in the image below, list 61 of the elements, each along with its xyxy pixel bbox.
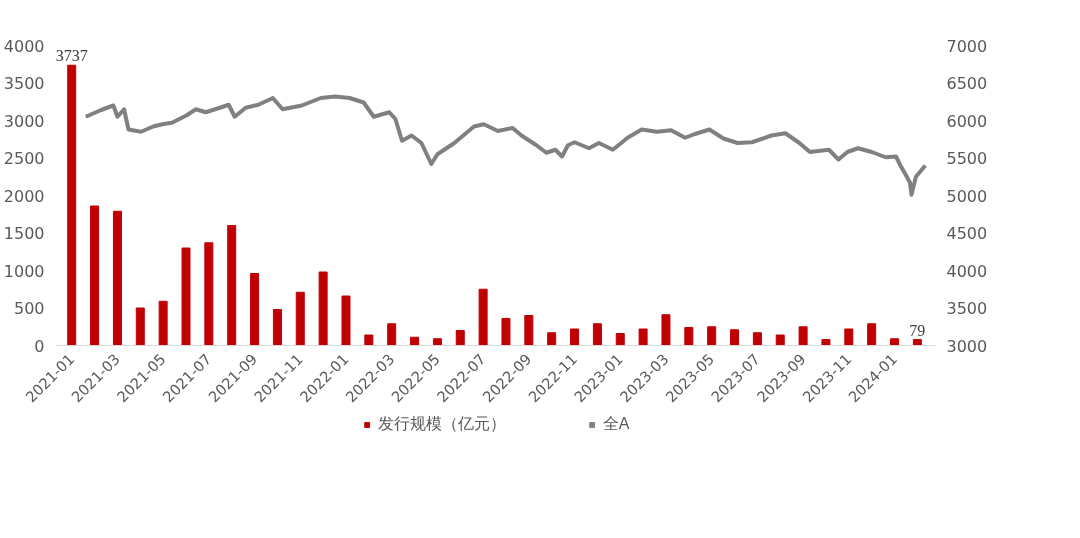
bar: [752, 332, 762, 346]
bar: [730, 329, 740, 346]
bar: [890, 338, 900, 346]
bar: [615, 333, 625, 346]
bar: [638, 328, 648, 346]
line-series: [83, 94, 928, 197]
y2-tick-label: 6500: [946, 74, 988, 93]
bar: [295, 291, 305, 346]
y-tick-label: 2000: [3, 186, 45, 206]
bar: [341, 295, 351, 346]
bar: [432, 338, 442, 346]
bar: [318, 271, 328, 346]
bar: [775, 334, 785, 346]
bar: [272, 309, 282, 346]
y2-tick-label: 5500: [946, 149, 988, 168]
bar: [912, 339, 922, 346]
bar: [158, 300, 168, 346]
bar: [204, 242, 214, 346]
bar: [181, 247, 191, 346]
bar: [135, 307, 145, 346]
bar: [821, 339, 831, 346]
bar: [547, 332, 557, 346]
bar: [478, 288, 488, 346]
data-label: 3737: [55, 47, 88, 65]
data-label: 79: [909, 321, 926, 339]
y2-tick-label: 4000: [946, 261, 988, 281]
bar: [844, 328, 854, 346]
bar: [867, 323, 877, 346]
y2-tick-label: 4500: [946, 224, 988, 243]
bar: [387, 323, 397, 346]
y-tick-label: 1500: [3, 224, 45, 243]
bar: [90, 205, 100, 346]
bar: [570, 328, 580, 346]
bar: [592, 323, 602, 346]
y-tick-label: 3000: [3, 111, 45, 131]
bar: [661, 314, 671, 346]
y-tick-label: 0: [34, 336, 45, 356]
bar: [67, 64, 77, 346]
bar: [250, 273, 260, 346]
y-tick-label: 4000: [3, 36, 45, 56]
bar: [707, 326, 717, 346]
y2-tick-label: 5000: [946, 186, 988, 206]
bar: [524, 315, 534, 346]
bar: [501, 318, 511, 346]
legend-label: 全A: [602, 413, 630, 434]
y2-tick-label: 6000: [946, 111, 988, 131]
y2-tick-label: 7000: [946, 36, 988, 56]
legend-label: 发行规模（亿元）: [377, 413, 506, 434]
bar: [112, 210, 122, 346]
y2-tick-label: 3500: [946, 299, 988, 318]
y2-tick-label: 3000: [946, 336, 988, 356]
y-tick-label: 3500: [3, 74, 45, 93]
y-tick-label: 500: [13, 299, 45, 318]
bar: [410, 336, 420, 346]
y-tick-label: 2500: [3, 149, 45, 168]
bar: [798, 326, 808, 346]
bar: [364, 334, 374, 346]
bar: [455, 330, 465, 346]
bar: [684, 327, 694, 346]
bar: [227, 225, 237, 346]
y-tick-label: 1000: [3, 261, 45, 281]
